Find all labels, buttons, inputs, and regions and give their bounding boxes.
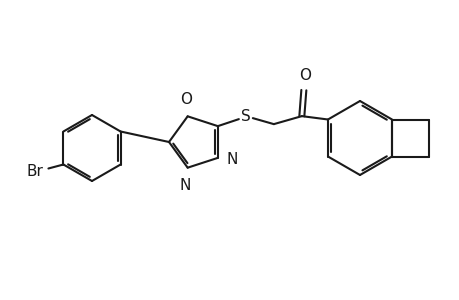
Text: O: O: [179, 92, 191, 107]
Text: N: N: [226, 152, 238, 167]
Text: N: N: [179, 178, 191, 193]
Text: S: S: [241, 109, 250, 124]
Text: O: O: [298, 68, 310, 83]
Text: Br: Br: [27, 164, 43, 179]
